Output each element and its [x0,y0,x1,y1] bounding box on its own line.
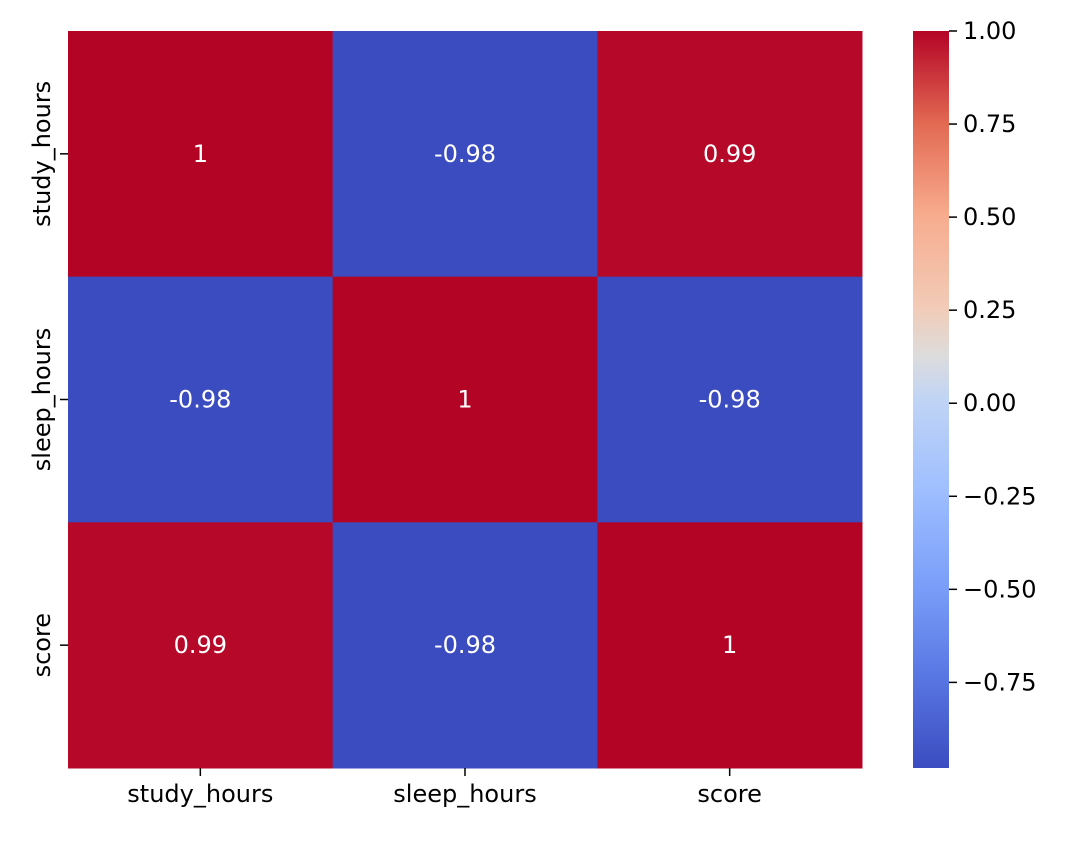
heatmap-cell-study_hours-study_hours [68,31,334,278]
cell-value-label: -0.98 [699,386,761,414]
heatmap-cell-study_hours-sleep_hours [332,31,598,278]
colorbar-tick-label: 0.00 [963,389,1016,417]
cell-value-label: -0.98 [169,386,231,414]
y-tick-label: score [28,613,56,678]
colorbar-gradient [913,31,949,768]
colorbar-tick-label: 0.25 [963,296,1016,324]
heatmap-cell-sleep_hours-score [597,276,863,523]
x-axis: study_hours sleep_hours score [127,768,762,808]
heatmap-cell-score-score [597,522,863,769]
colorbar-tick-label: −0.25 [963,482,1037,510]
colorbar-tick-label: −0.75 [963,668,1037,696]
heatmap-cell-labels: 1 -0.98 0.99 -0.98 1 -0.98 0.99 -0.98 1 [169,140,760,659]
colorbar-tick-label: 0.75 [963,110,1016,138]
cell-value-label: 0.99 [174,631,227,659]
y-tick-label: study_hours [28,81,56,227]
heatmap-cell-score-sleep_hours [332,522,598,769]
cell-value-label: 1 [722,631,737,659]
heatmap-cells [68,31,863,769]
cell-value-label: 1 [457,386,472,414]
cell-value-label: 0.99 [703,140,756,168]
x-tick-label: score [697,780,762,808]
cell-value-label: 1 [193,140,208,168]
heatmap-cell-study_hours-score [597,31,863,278]
y-tick-label: sleep_hours [28,328,56,471]
colorbar-tick-label: 1.00 [963,17,1016,45]
colorbar: 1.00 0.75 0.50 0.25 0.00 −0.25 −0.50 −0.75 [913,17,1037,768]
heatmap-cell-sleep_hours-study_hours [68,276,334,523]
cell-value-label: -0.98 [434,140,496,168]
colorbar-tick-label: 0.50 [963,203,1016,231]
cell-value-label: -0.98 [434,631,496,659]
x-tick-label: study_hours [127,780,273,808]
x-tick-label: sleep_hours [393,780,536,808]
heatmap-cell-sleep_hours-sleep_hours [332,276,598,523]
heatmap-cell-score-study_hours [68,522,334,769]
colorbar-tick-label: −0.50 [963,575,1037,603]
